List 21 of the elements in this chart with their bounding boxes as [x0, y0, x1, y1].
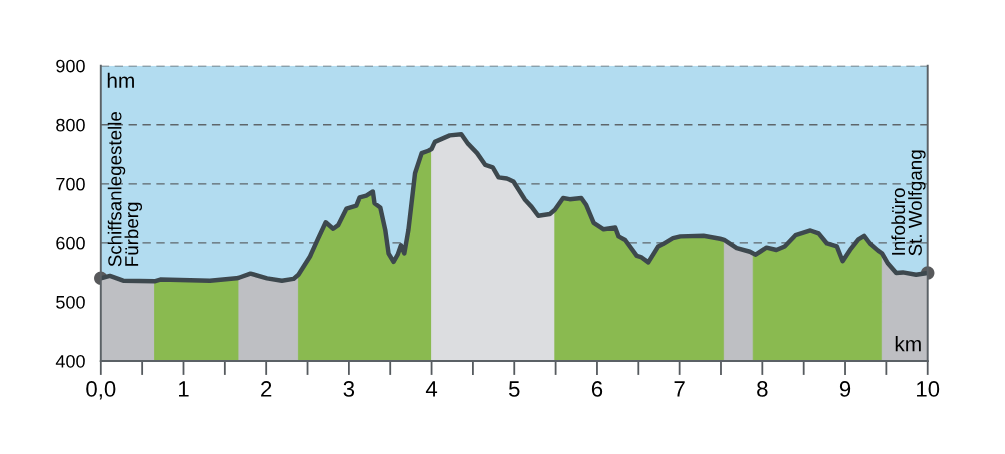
x-tick-label: 10: [917, 381, 940, 397]
y-axis-title: hm: [107, 72, 134, 88]
x-axis-title: km: [895, 336, 921, 352]
x-tick-label: 6: [591, 381, 603, 397]
x-tick-label: 9: [839, 381, 851, 397]
x-tick-label: 2: [261, 381, 272, 397]
y-tick-label: 700: [56, 177, 85, 191]
annotation: Schiffsanlegestelle Fürberg: [107, 112, 143, 267]
annotation: Infobüro St. Wolfgang: [891, 150, 926, 256]
y-tick-label: 800: [56, 118, 85, 132]
x-tick-label: 0,0: [86, 381, 116, 400]
x-tick-label: 4: [425, 381, 438, 397]
y-tick-label: 400: [55, 354, 85, 368]
x-tick-label: 3: [343, 381, 355, 397]
x-tick-label: 1: [179, 381, 189, 397]
x-tick-label: 8: [757, 381, 768, 397]
x-tick-label: 7: [674, 381, 685, 397]
x-tick-label: 5: [508, 381, 520, 397]
y-tick-label: 600: [56, 236, 85, 250]
y-tick-label: 900: [56, 59, 85, 73]
y-tick-label: 500: [56, 295, 85, 309]
